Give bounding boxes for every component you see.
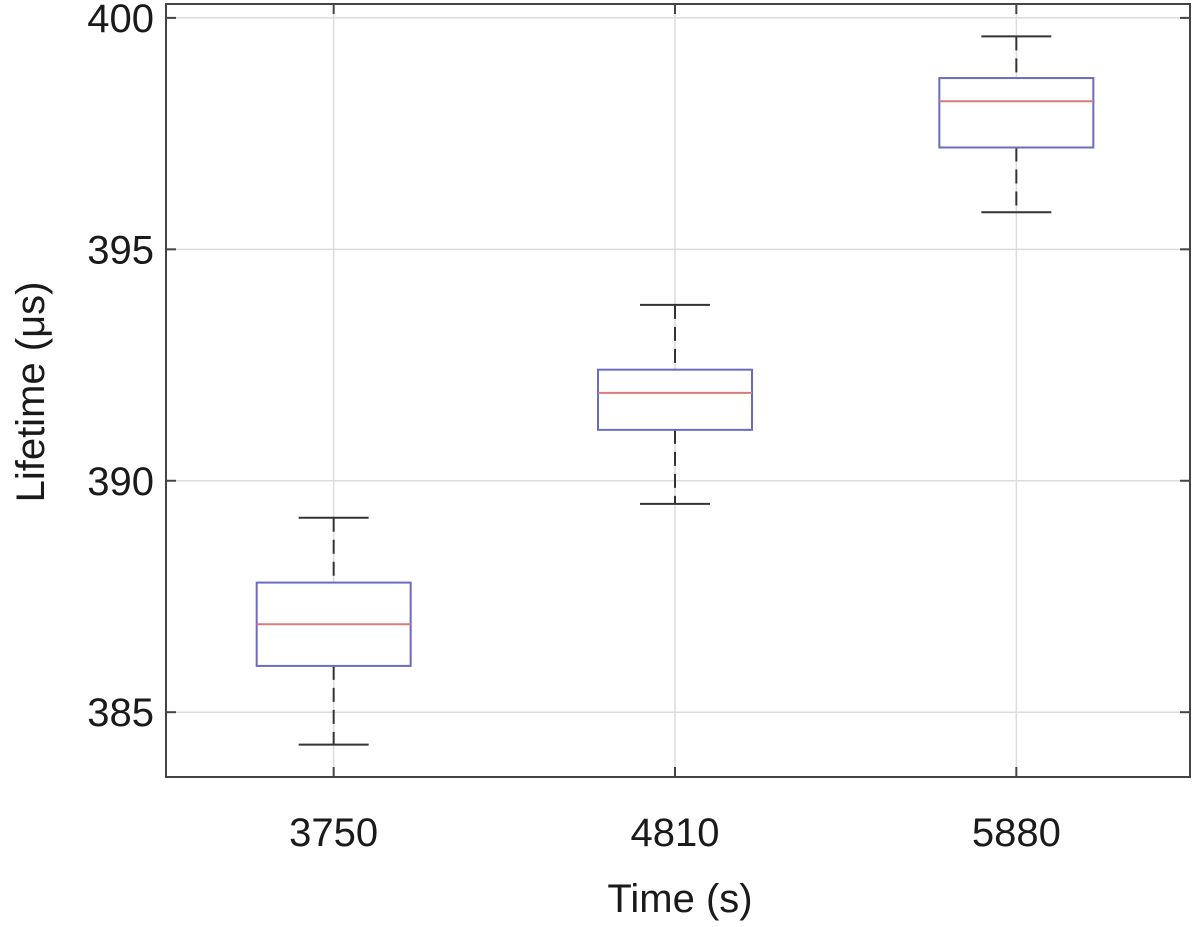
- y-tick-label: 395: [87, 228, 154, 272]
- y-axis-label: Lifetime (μs): [9, 282, 53, 503]
- x-axis-label: Time (s): [607, 877, 752, 921]
- y-tick-label: 385: [87, 691, 154, 735]
- axes-frame: [165, 3, 1191, 778]
- box-4810: [597, 303, 753, 505]
- box-series: [255, 35, 1095, 746]
- interquartile-box: [597, 368, 753, 431]
- y-tick-label: 390: [87, 460, 154, 504]
- interquartile-box: [938, 77, 1095, 149]
- x-tick-label: 5880: [972, 811, 1061, 855]
- box-3750: [255, 516, 412, 746]
- x-tick-label: 4810: [631, 811, 720, 855]
- axis-ticks: 385 390 395 400 3750 4810 5880: [87, 0, 1190, 855]
- x-tick-label: 3750: [289, 811, 378, 855]
- y-tick-label: 400: [87, 0, 154, 41]
- box-5880: [938, 35, 1095, 214]
